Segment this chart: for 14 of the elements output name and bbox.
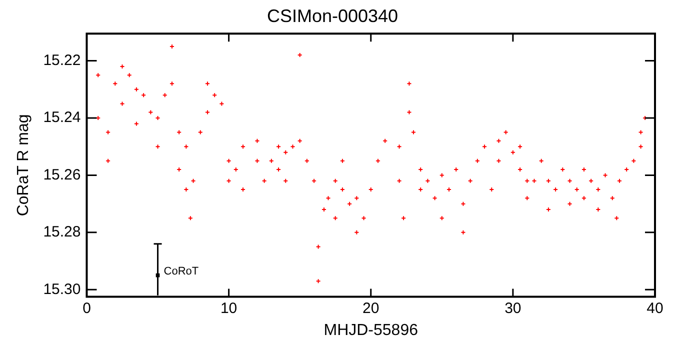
x-tick-label: 40 — [646, 300, 664, 317]
y-tick-label: 15.28 — [43, 224, 81, 241]
series-label: CoRoT — [164, 265, 199, 278]
y-tick-label: 15.30 — [43, 280, 81, 298]
y-tick-label: 15.26 — [43, 166, 81, 184]
x-tick-label: 30 — [504, 300, 522, 317]
x-tick-label: 0 — [82, 300, 91, 317]
x-tick-label: 10 — [220, 300, 238, 317]
chart-title: CSIMon-000340 — [266, 6, 398, 26]
y-tick-label: 15.22 — [43, 52, 81, 69]
x-axis-title: MHJD-55896 — [324, 322, 418, 339]
x-tick-label: 20 — [362, 300, 380, 317]
y-axis-title: CoRaT R mag — [15, 114, 32, 216]
y-tick-label: 15.24 — [43, 109, 81, 126]
